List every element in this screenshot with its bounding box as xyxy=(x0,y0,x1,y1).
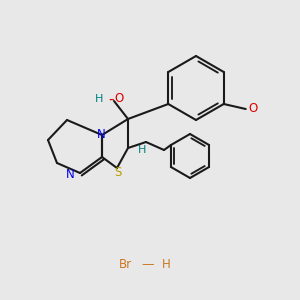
Text: N: N xyxy=(97,128,105,140)
Text: N: N xyxy=(66,167,75,181)
Text: O: O xyxy=(114,92,124,106)
Text: H: H xyxy=(162,259,171,272)
Text: -: - xyxy=(108,92,114,106)
Text: S: S xyxy=(114,167,122,179)
Text: Br: Br xyxy=(119,259,132,272)
Text: H: H xyxy=(94,94,103,104)
Text: H: H xyxy=(138,145,146,155)
Text: —: — xyxy=(142,259,154,272)
Text: O: O xyxy=(249,103,258,116)
